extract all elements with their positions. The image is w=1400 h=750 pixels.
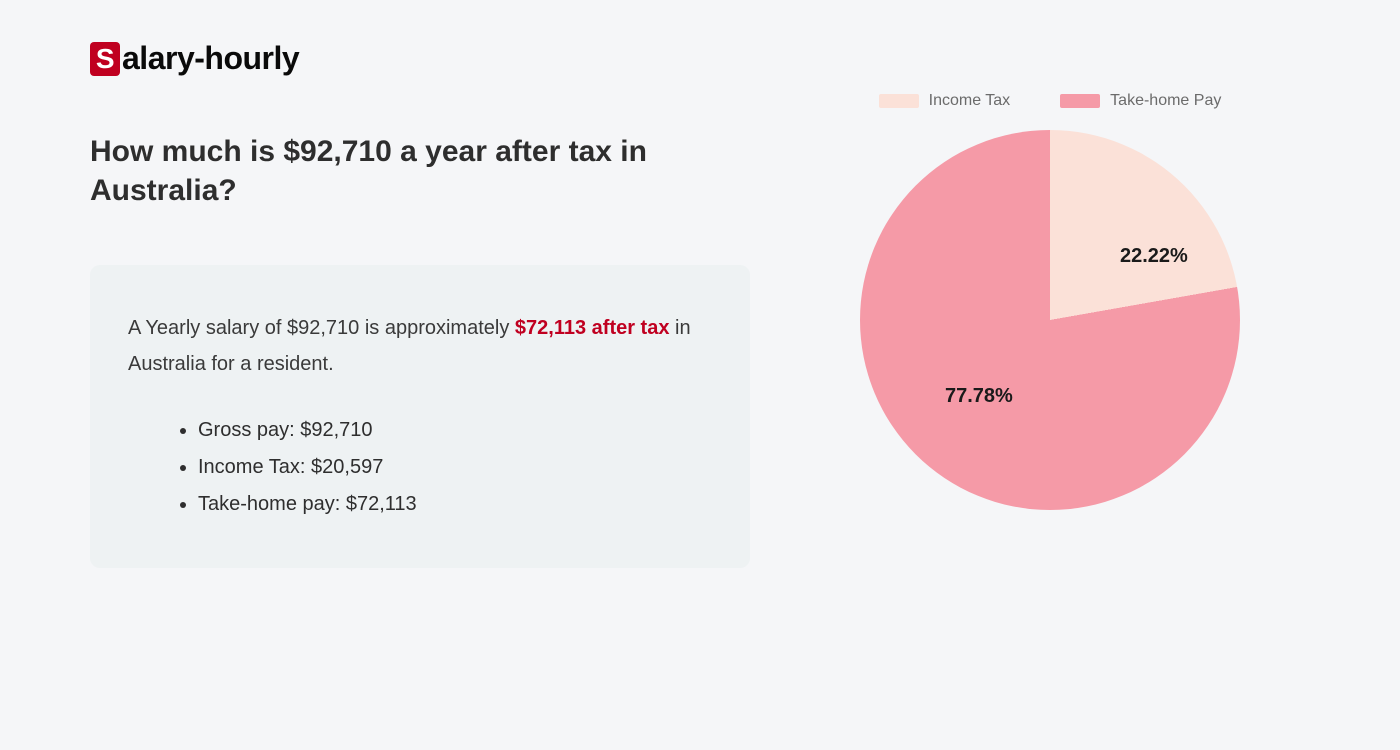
bullet-income-tax: Income Tax: $20,597 xyxy=(198,449,712,486)
summary-box: A Yearly salary of $92,710 is approximat… xyxy=(90,265,750,568)
legend-swatch-take-home xyxy=(1060,94,1100,108)
slice-label-take-home: 77.78% xyxy=(945,385,1013,408)
summary-sentence: A Yearly salary of $92,710 is approximat… xyxy=(128,310,712,382)
chart-legend: Income Tax Take-home Pay xyxy=(840,92,1260,110)
content-row: How much is $92,710 a year after tax in … xyxy=(90,132,1310,568)
summary-bullets: Gross pay: $92,710 Income Tax: $20,597 T… xyxy=(128,412,712,523)
legend-swatch-income-tax xyxy=(879,94,919,108)
bullet-take-home-pay: Take-home pay: $72,113 xyxy=(198,486,712,523)
logo-text: alary-hourly xyxy=(122,40,299,77)
summary-pre: A Yearly salary of $92,710 is approximat… xyxy=(128,317,515,339)
logo-badge: S xyxy=(90,42,120,76)
pie-chart: 22.22% 77.78% xyxy=(860,130,1240,510)
legend-label-income-tax: Income Tax xyxy=(929,92,1011,110)
site-logo: Salary-hourly xyxy=(90,40,1310,77)
slice-label-income-tax: 22.22% xyxy=(1120,245,1188,268)
legend-item-income-tax: Income Tax xyxy=(879,92,1011,110)
legend-item-take-home: Take-home Pay xyxy=(1060,92,1221,110)
left-column: How much is $92,710 a year after tax in … xyxy=(90,132,750,568)
legend-label-take-home: Take-home Pay xyxy=(1110,92,1221,110)
summary-highlight: $72,113 after tax xyxy=(515,317,670,339)
page-title: How much is $92,710 a year after tax in … xyxy=(90,132,750,210)
pie-graphic xyxy=(860,130,1240,510)
bullet-gross-pay: Gross pay: $92,710 xyxy=(198,412,712,449)
pie-chart-column: Income Tax Take-home Pay 22.22% 77.78% xyxy=(840,92,1260,510)
